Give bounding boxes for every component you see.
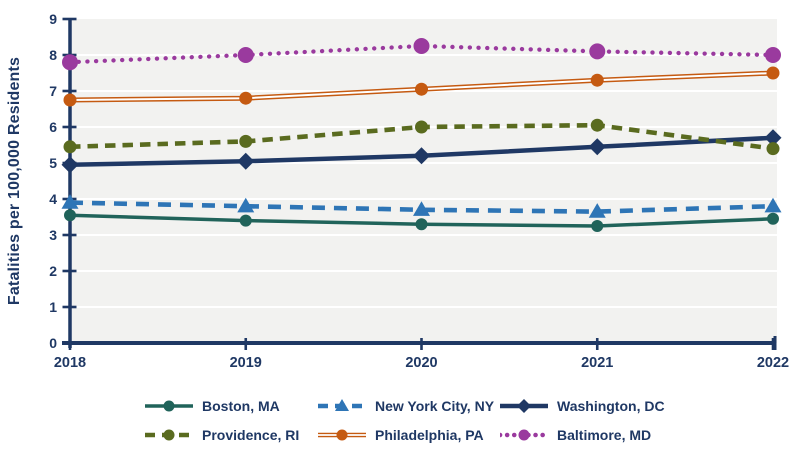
- legend-marker-sample: [163, 400, 175, 412]
- data-point-marker: [61, 156, 79, 174]
- legend-marker-sample: [335, 399, 349, 412]
- data-point-marker: [764, 197, 782, 213]
- legend-item-boston-ma: Boston, MA: [145, 396, 318, 416]
- data-point-marker: [239, 91, 253, 105]
- data-point-marker: [63, 140, 77, 154]
- data-point-marker: [237, 152, 255, 170]
- data-point-marker: [413, 38, 430, 54]
- series-philadelphia-pa: [63, 66, 780, 107]
- legend-item-philadelphia-pa: Philadelphia, PA: [318, 425, 500, 445]
- legend-item-new-york-city-ny: New York City, NY: [318, 396, 500, 416]
- y-tick-label: 5: [49, 155, 57, 171]
- data-point-marker: [61, 194, 79, 209]
- data-point-marker: [413, 201, 430, 216]
- data-point-marker: [237, 197, 255, 213]
- y-tick-label: 7: [49, 83, 57, 99]
- data-point-marker: [237, 47, 254, 63]
- legend-item-baltimore-md: Baltimore, MD: [500, 425, 665, 445]
- data-point-marker: [64, 209, 76, 222]
- legend-swatch-philadelphia-pa-icon: [318, 429, 366, 441]
- data-point-marker: [591, 220, 604, 232]
- data-point-marker: [588, 138, 606, 156]
- data-point-marker: [239, 214, 252, 227]
- y-tick-label: 1: [49, 299, 57, 315]
- x-tick-label: 2021: [581, 355, 613, 371]
- x-tick-label: 2019: [230, 355, 262, 371]
- y-tick-label: 9: [49, 11, 57, 27]
- legend-swatch-baltimore-md-icon: [500, 429, 548, 441]
- data-point-marker: [63, 93, 77, 107]
- legend-item-washington-dc: Washington, DC: [500, 396, 665, 416]
- series-boston-ma: [64, 209, 779, 232]
- legend-item-providence-ri: Providence, RI: [145, 425, 318, 445]
- x-tick-label: 2020: [405, 355, 437, 371]
- data-point-marker: [766, 66, 780, 80]
- data-point-marker: [62, 54, 78, 71]
- data-point-marker: [766, 142, 780, 156]
- legend-swatch-new-york-city-ny-icon: [318, 399, 366, 412]
- legend-item-label: Boston, MA: [202, 398, 280, 414]
- legend-item-label: Philadelphia, PA: [375, 427, 484, 443]
- y-tick-label: 2: [49, 263, 57, 279]
- legend-item-label: New York City, NY: [375, 398, 495, 414]
- legend-item-label: Washington, DC: [557, 398, 665, 414]
- legend-marker-sample: [336, 429, 348, 441]
- series-line-new-york-city-ny: [69, 200, 774, 214]
- data-point-marker: [765, 47, 781, 63]
- legend-item-label: Providence, RI: [202, 427, 300, 443]
- series-washington-dc: [61, 129, 782, 174]
- plot-panel: [70, 19, 777, 343]
- y-tick-label: 3: [49, 227, 57, 243]
- data-point-marker: [590, 73, 604, 87]
- legend-swatch-boston-ma-icon: [145, 400, 193, 412]
- data-point-marker: [415, 120, 428, 134]
- y-tick-label: 8: [49, 47, 57, 63]
- series-providence-ri: [63, 118, 780, 156]
- x-tick-label: 2022: [757, 355, 789, 371]
- data-point-marker: [764, 129, 782, 147]
- legend-marker-sample: [518, 429, 530, 441]
- legend-swatch-providence-ri-icon: [145, 429, 193, 441]
- data-point-marker: [590, 118, 604, 132]
- series-baltimore-md: [62, 38, 781, 71]
- chart-legend: Boston, MA New York City, NY Washington, D…: [145, 396, 665, 445]
- data-point-marker: [415, 218, 428, 231]
- legend-item-label: Baltimore, MD: [557, 427, 652, 443]
- legend-marker-sample: [517, 399, 531, 413]
- y-tick-label: 6: [49, 119, 57, 135]
- legend-swatch-washington-dc-icon: [500, 399, 548, 413]
- y-tick-label: 4: [49, 191, 57, 207]
- data-point-marker: [239, 134, 253, 148]
- data-point-marker: [589, 43, 606, 60]
- data-point-marker: [413, 147, 430, 165]
- y-tick-label: 0: [49, 335, 57, 351]
- data-point-marker: [588, 203, 606, 218]
- series-new-york-city-ny: [61, 194, 782, 218]
- data-point-marker: [767, 212, 779, 225]
- data-point-marker: [415, 82, 428, 96]
- legend-marker-sample: [163, 429, 175, 441]
- x-tick-label: 2018: [54, 355, 86, 371]
